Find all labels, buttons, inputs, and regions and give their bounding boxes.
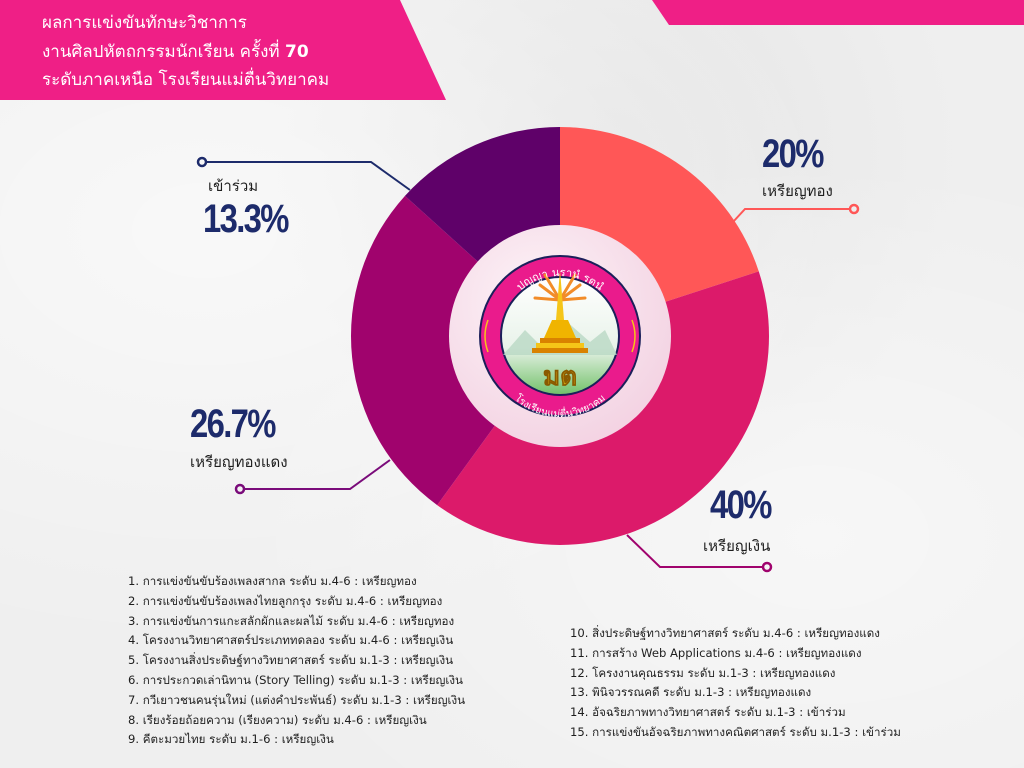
top-right-banner [652, 0, 1024, 25]
edition-number: 70 [285, 42, 309, 62]
leader-line-silver [626, 534, 773, 573]
school-logo: มต ปญญา นรานํ รตนํ โรงเรียนแม่ตื่นวิทยาค… [479, 255, 641, 420]
result-item: 7. กวีเยาวชนคนรุ่นใหม่ (แต่งคำประพันธ์) … [128, 692, 466, 707]
result-item: 10. สิ่งประดิษฐ์ทางวิทยาศาสตร์ ระดับ ม.4… [570, 626, 880, 640]
title-banner: ผลการแข่งขันทักษะวิชาการ งานศิลปหัตถกรรม… [0, 0, 446, 100]
result-item: 9. คีตะมวยไทย ระดับ ม.1-6 : เหรียญเงิน [128, 732, 334, 747]
callout-label-participate: เข้าร่วม [208, 177, 259, 195]
donut-slice-bronze [350, 195, 502, 506]
results-list-right: 10. สิ่งประดิษฐ์ทางวิทยาศาสตร์ ระดับ ม.4… [570, 624, 901, 743]
donut-slice-gold [560, 127, 759, 306]
callout-value-silver: 40% [710, 483, 772, 527]
leader-dot-participate [196, 156, 208, 168]
donut-slice-silver [437, 271, 769, 545]
result-item: 15. การแข่งขันอัจฉริยภาพทางคณิตศาสตร์ ระ… [570, 724, 901, 739]
leader-dot-gold [848, 203, 860, 215]
result-item: 12. โครงงานคุณธรรม ระดับ ม.1-3 : เหรียญท… [570, 665, 836, 680]
result-item: 5. โครงงานสิ่งประดิษฐ์ทางวิทยาศาสตร์ ระด… [128, 653, 454, 668]
callout-value-bronze: 26.7% [190, 402, 276, 446]
callout-value-participate: 13.3% [203, 197, 289, 241]
title-line-1: ผลการแข่งขันทักษะวิชาการ [42, 13, 247, 33]
result-item: 6. การประกวดเล่านิทาน (Story Telling) ระ… [128, 672, 463, 687]
callout-label-gold: เหรียญทอง [762, 182, 833, 200]
leader-dot-bronze [234, 483, 246, 495]
logo-monogram: มต [543, 362, 577, 392]
title-line-2: งานศิลปหัตถกรรมนักเรียน ครั้งที่ 70 [42, 42, 309, 62]
result-item: 14. อัจฉริยภาพทางวิทยาศาสตร์ ระดับ ม.1-3… [570, 705, 846, 720]
result-item: 4. โครงงานวิทยาศาสตร์ประเภททดลอง ระดับ ม… [128, 633, 454, 648]
callout-label-silver: เหรียญเงิน [703, 537, 771, 555]
leader-line-bronze [234, 459, 391, 495]
result-item: 1. การแข่งขันขับร้องเพลงสากล ระดับ ม.4-6… [128, 574, 417, 588]
result-item: 8. เรียงร้อยถ้อยความ (เรียงความ) ระดับ ม… [128, 712, 427, 727]
title-line-2-text: งานศิลปหัตถกรรมนักเรียน ครั้งที่ [42, 42, 280, 62]
leader-line-gold [732, 203, 860, 223]
results-list-left: 1. การแข่งขันขับร้องเพลงสากล ระดับ ม.4-6… [128, 572, 465, 750]
result-item: 13. พินิจวรรณคดี ระดับ ม.1-3 : เหรียญทอง… [570, 685, 812, 700]
result-item: 11. การสร้าง Web Applications ม.4-6 : เห… [570, 645, 862, 660]
result-item: 2. การแข่งขันขับร้องเพลงไทยลูกกรุง ระดับ… [128, 593, 443, 608]
callout-label-bronze: เหรียญทองแดง [190, 453, 288, 471]
leader-line-participate [196, 156, 411, 191]
result-item: 3. การแข่งขันการแกะสลักผักและผลไม้ ระดับ… [128, 613, 455, 628]
leader-dot-silver [761, 561, 773, 573]
callout-value-gold: 20% [762, 132, 824, 176]
title-line-3: ระดับภาคเหนือ โรงเรียนแม่ตื่นวิทยาคม [42, 70, 330, 90]
